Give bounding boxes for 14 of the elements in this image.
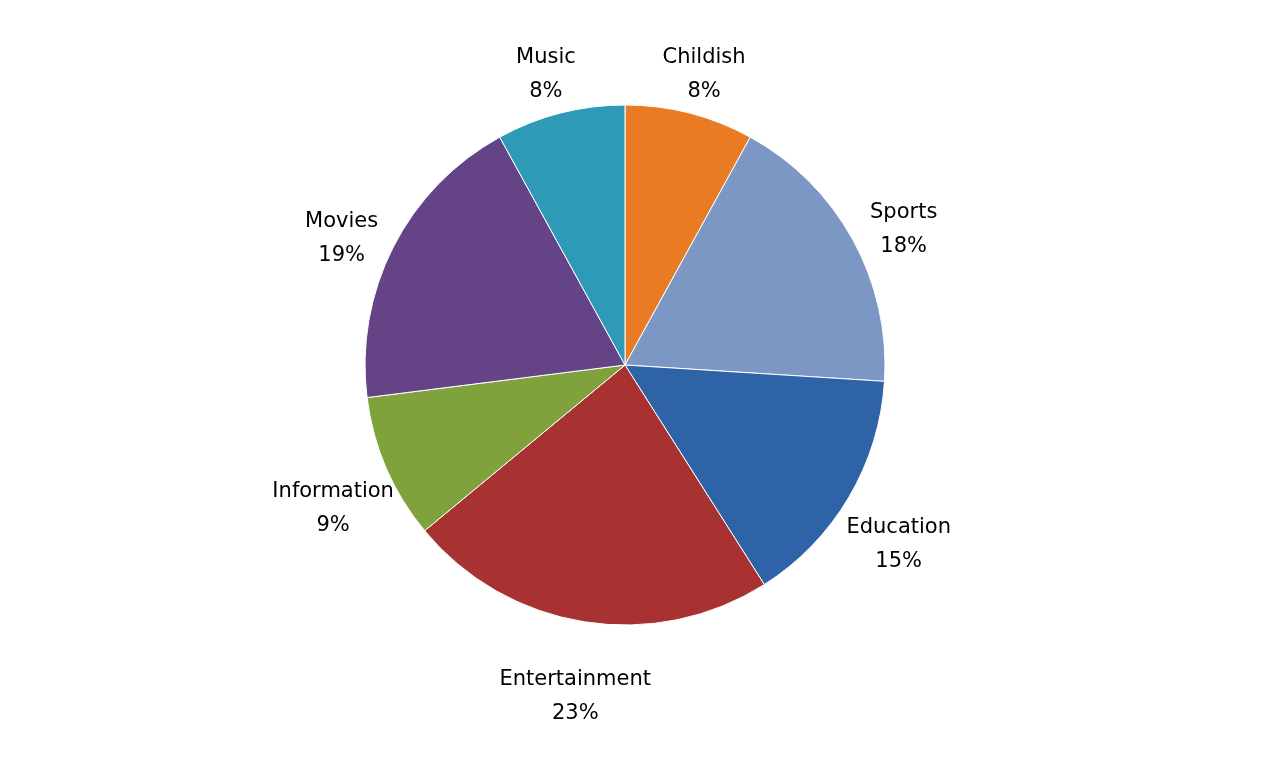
data-label: 19% [318,241,365,266]
slice-label: Education [846,513,951,538]
data-label: 8% [529,77,563,102]
slice-label: Entertainment [499,666,652,691]
slice-label: Information [272,478,394,503]
data-label: 8% [687,77,721,102]
slice-label: Childish [662,43,746,68]
data-label: 9% [316,512,350,537]
slice-label: Sports [870,198,938,223]
slice-label: Music [516,43,576,68]
data-label: 18% [880,232,928,257]
data-label: 15% [875,547,923,572]
slice-label: Movies [305,207,379,232]
data-label: 23% [551,700,599,725]
